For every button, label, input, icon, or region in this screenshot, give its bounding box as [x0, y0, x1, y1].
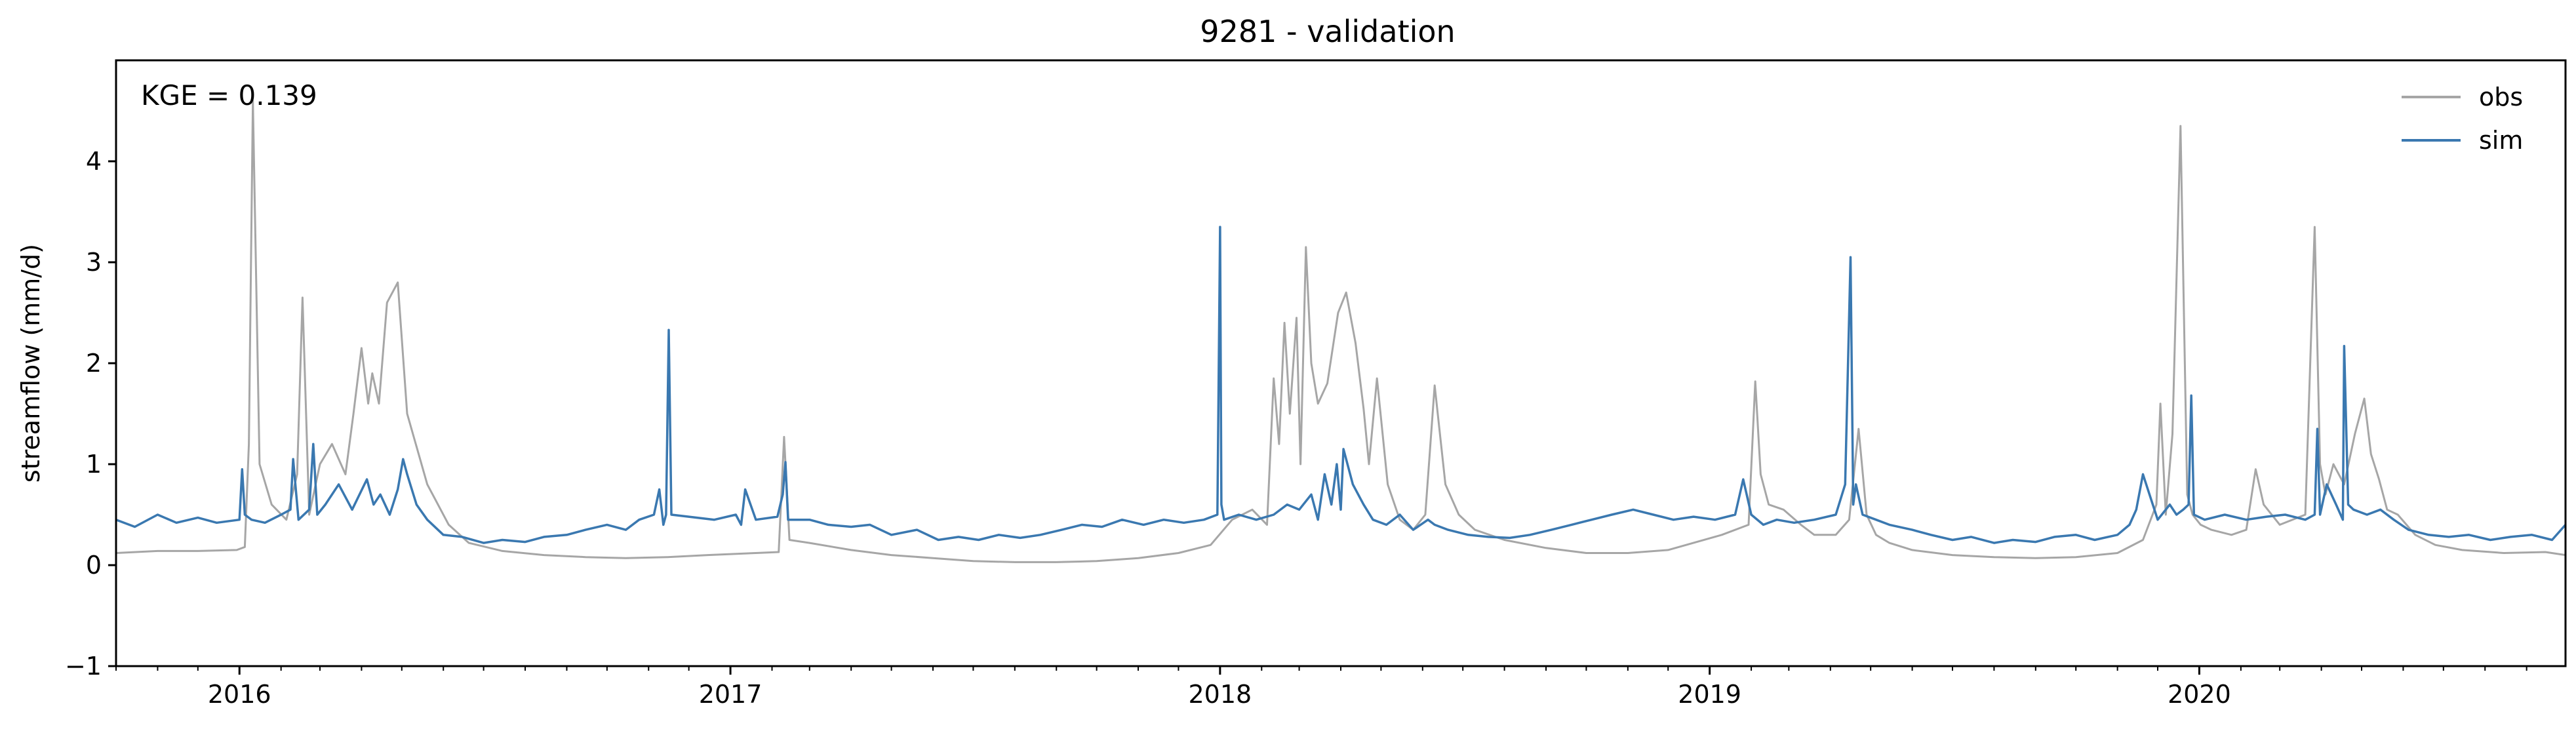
legend-label-obs: obs — [2479, 83, 2523, 111]
y-tick-label: −1 — [65, 652, 102, 681]
x-tick-label: 2016 — [208, 680, 271, 709]
series-line-sim — [115, 226, 2567, 544]
series-line-obs — [115, 100, 2566, 563]
y-tick-label: 1 — [86, 450, 102, 479]
x-axis: 2016 2017 2018 2019 2020 — [115, 666, 2527, 709]
legend-label-sim: sim — [2479, 126, 2523, 155]
x-tick-label: 2019 — [1678, 680, 1741, 709]
y-tick-label: 3 — [86, 248, 102, 277]
y-axis-label: streamflow (mm/d) — [16, 244, 45, 483]
y-tick-label: 0 — [86, 551, 102, 580]
x-tick-label: 2018 — [1189, 680, 1252, 709]
y-axis: −1 0 1 2 3 4 — [65, 147, 116, 681]
y-tick-label: 4 — [86, 147, 102, 176]
x-tick-label: 2020 — [2168, 680, 2231, 709]
chart-title: 9281 - validation — [1200, 14, 1455, 49]
x-tick-label: 2017 — [699, 680, 763, 709]
plot-frame — [115, 59, 2567, 667]
legend: obs sim — [2402, 83, 2523, 155]
kge-annotation: KGE = 0.139 — [141, 79, 317, 111]
plot-area — [115, 100, 2567, 563]
y-tick-label: 2 — [86, 349, 102, 378]
